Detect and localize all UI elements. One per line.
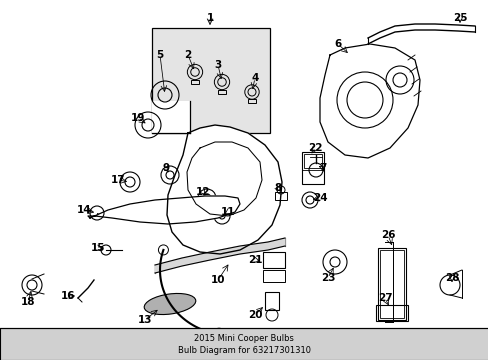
Polygon shape: [167, 125, 282, 254]
Polygon shape: [155, 238, 285, 273]
Text: 24: 24: [312, 193, 326, 203]
Text: 18: 18: [20, 297, 35, 307]
Text: 5: 5: [156, 50, 163, 60]
Text: 28: 28: [444, 273, 458, 283]
Ellipse shape: [144, 293, 195, 315]
Text: 3: 3: [214, 60, 221, 70]
Text: 26: 26: [380, 230, 394, 240]
Bar: [152, 101, 190, 133]
Text: 25: 25: [452, 13, 467, 23]
Bar: [264, 292, 279, 310]
Text: Bulb Diagram for 63217301310: Bulb Diagram for 63217301310: [177, 346, 310, 355]
Text: 20: 20: [247, 310, 262, 320]
Text: 1: 1: [206, 13, 213, 23]
Text: 27: 27: [377, 293, 391, 303]
Bar: [190, 80, 199, 84]
Text: 22: 22: [307, 143, 322, 153]
Bar: [0, 328, 488, 360]
Text: 21: 21: [247, 255, 262, 265]
Text: 12: 12: [195, 187, 210, 197]
Text: 9: 9: [162, 163, 169, 173]
Text: 13: 13: [138, 315, 152, 325]
Polygon shape: [88, 196, 240, 224]
Bar: [263, 270, 285, 282]
Text: 6: 6: [334, 39, 341, 49]
Text: 17: 17: [110, 175, 125, 185]
Polygon shape: [319, 44, 419, 158]
Text: 2015 Mini Cooper Bulbs: 2015 Mini Cooper Bulbs: [194, 334, 293, 343]
Text: 23: 23: [320, 273, 335, 283]
Bar: [274, 192, 286, 200]
Bar: [217, 90, 226, 94]
Text: 4: 4: [251, 73, 258, 83]
Text: 7: 7: [319, 163, 326, 173]
Bar: [263, 252, 285, 268]
Polygon shape: [367, 24, 474, 44]
Bar: [302, 152, 324, 184]
Text: 11: 11: [220, 207, 235, 217]
Text: 2: 2: [184, 50, 191, 60]
Bar: [152, 28, 269, 133]
Bar: [304, 154, 321, 168]
Bar: [379, 250, 403, 318]
Bar: [377, 248, 405, 320]
Text: 8: 8: [274, 183, 281, 193]
Text: 19: 19: [131, 113, 145, 123]
Bar: [247, 99, 256, 103]
Text: 10: 10: [210, 275, 225, 285]
Text: 15: 15: [91, 243, 105, 253]
Text: 14: 14: [77, 205, 91, 215]
Text: 16: 16: [61, 291, 75, 301]
Bar: [375, 305, 407, 321]
